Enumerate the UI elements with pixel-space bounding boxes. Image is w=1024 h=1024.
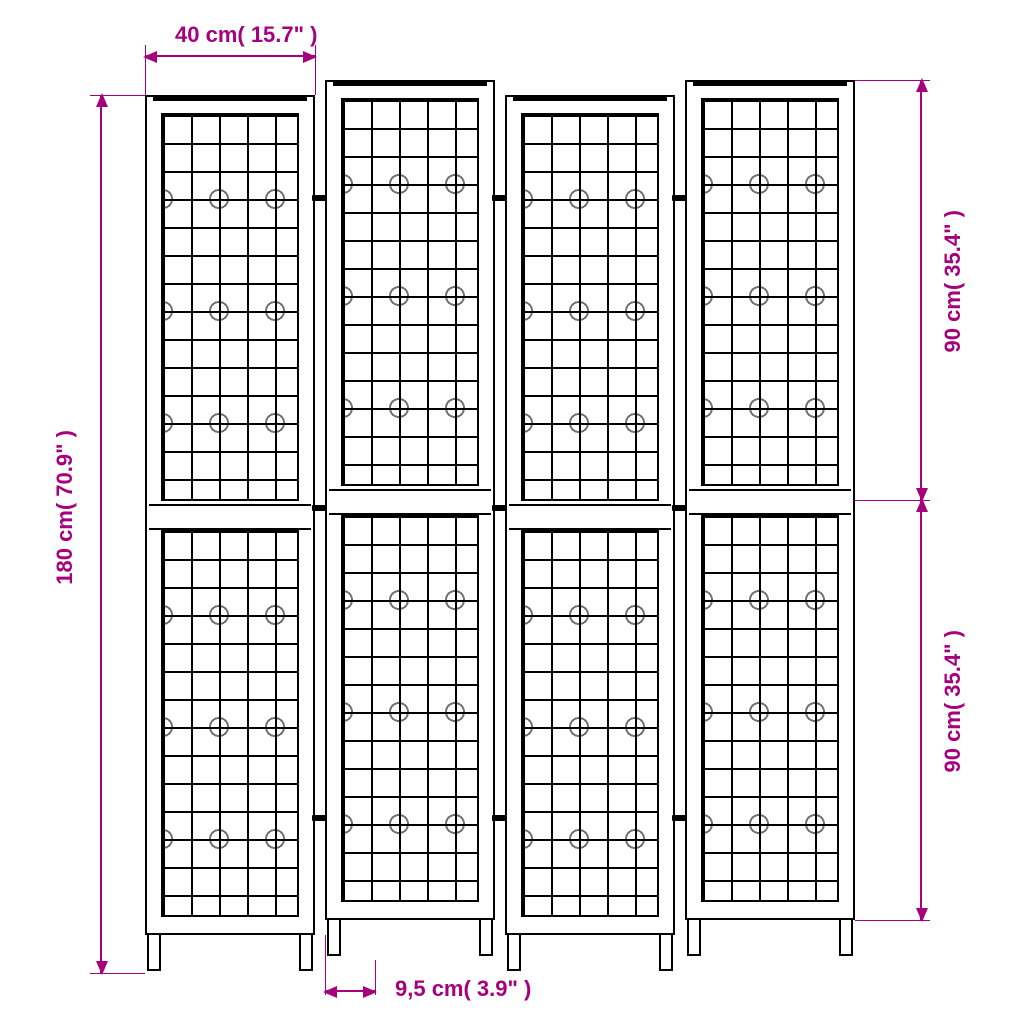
dim-line-leg-depth — [325, 990, 375, 992]
hinge-icon — [312, 195, 326, 201]
hinge-icon — [672, 195, 686, 201]
hinge-icon — [312, 505, 326, 511]
hinge-icon — [672, 815, 686, 821]
panel-3 — [505, 95, 675, 935]
hinge-icon — [492, 505, 506, 511]
panel-1 — [145, 95, 315, 935]
dim-line-upper-half — [920, 80, 922, 500]
panel-2 — [325, 80, 495, 920]
dim-label-panel-width: 40 cm( 15.7" ) — [175, 22, 318, 48]
dim-line-total-height — [100, 95, 102, 973]
diagram-stage: 40 cm( 15.7" ) 180 cm( 70.9" ) 90 cm( 35… — [0, 0, 1024, 1024]
hinge-icon — [492, 195, 506, 201]
dim-label-upper-half: 90 cm( 35.4" ) — [940, 210, 966, 353]
dim-label-total-height: 180 cm( 70.9" ) — [52, 430, 78, 585]
dim-line-lower-half — [920, 500, 922, 920]
dim-label-leg-depth: 9,5 cm( 3.9" ) — [395, 976, 531, 1002]
hinge-icon — [312, 815, 326, 821]
panel-4 — [685, 80, 855, 920]
dim-line-panel-width — [145, 55, 315, 57]
hinge-icon — [492, 815, 506, 821]
hinge-icon — [672, 505, 686, 511]
dim-label-lower-half: 90 cm( 35.4" ) — [940, 630, 966, 773]
